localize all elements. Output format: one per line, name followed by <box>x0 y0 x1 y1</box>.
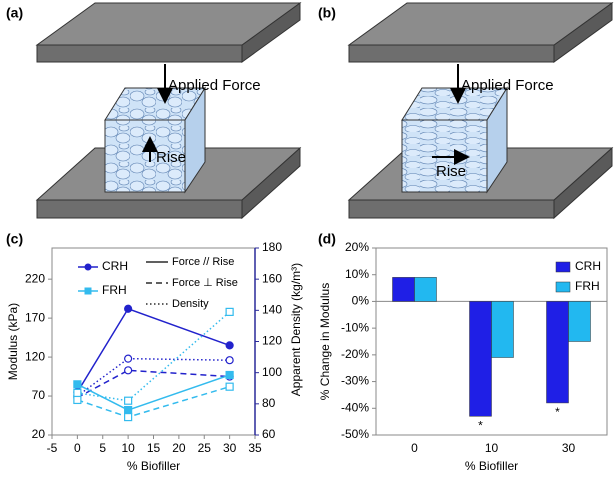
force-label: Applied Force <box>168 77 261 94</box>
y-tick-label: 220 <box>25 271 45 285</box>
legend-marker <box>84 287 92 295</box>
x-tick-label: 15 <box>147 441 161 455</box>
rise-label: Rise <box>436 163 466 180</box>
annotation: * <box>555 405 560 419</box>
x-tick-label: 30 <box>223 441 237 455</box>
x-tick-label: 0 <box>74 441 81 455</box>
annotation: * <box>478 418 483 432</box>
y-tick-label: 0% <box>352 294 370 308</box>
y2-tick-label: 80 <box>262 396 276 410</box>
point <box>124 412 133 422</box>
series-line <box>76 357 230 397</box>
x-tick-label: 35 <box>248 441 262 455</box>
y-tick-label: 20% <box>345 240 369 254</box>
y-tick-label: 10% <box>345 267 369 281</box>
y-tick-label: -20% <box>341 347 369 361</box>
y-tick-label: -50% <box>341 427 369 441</box>
bar <box>568 301 591 342</box>
bar <box>414 277 437 302</box>
panel-label: (a) <box>6 5 23 21</box>
x-tick-label: 25 <box>198 441 212 455</box>
point <box>73 395 82 405</box>
legend-swatch <box>555 281 571 293</box>
panel-b: (b) Applied Force Rise <box>318 2 614 220</box>
y2-tick-label: 120 <box>262 334 282 348</box>
force-label: Applied Force <box>461 77 554 94</box>
rise-label: Rise <box>156 149 186 166</box>
series-line <box>77 369 230 399</box>
point <box>225 307 234 316</box>
y-axis-label: Modulus (kPa) <box>6 303 20 380</box>
x-tick-label: 30 <box>562 441 576 455</box>
series-line <box>77 374 230 411</box>
point <box>225 356 234 365</box>
y2-tick-label: 60 <box>262 427 276 441</box>
y2-tick-label: 160 <box>262 271 282 285</box>
plot-frame <box>375 247 608 436</box>
legend-marker <box>84 263 92 271</box>
legend-label: Force // Rise <box>172 256 234 268</box>
bar <box>392 277 415 302</box>
y-axis-label: % Change in Modulus <box>318 283 332 400</box>
panel-a: (a) Applied Force Rise <box>6 2 302 220</box>
x-tick-label: 0 <box>411 441 418 455</box>
legend-swatch <box>555 261 571 273</box>
y-tick-label: 170 <box>25 310 45 324</box>
point <box>225 341 234 350</box>
x-tick-label: 10 <box>485 441 499 455</box>
y2-tick-label: 180 <box>262 240 282 254</box>
y-tick-label: -40% <box>341 400 369 414</box>
series-line <box>77 311 231 402</box>
x-axis-label: % Biofiller <box>465 459 518 473</box>
x-tick-label: 20 <box>172 441 186 455</box>
y2-tick-label: 140 <box>262 303 282 317</box>
legend-label: Density <box>172 298 209 310</box>
bar <box>546 301 569 404</box>
point <box>225 382 234 391</box>
y-tick-label: 20 <box>32 427 46 441</box>
point <box>73 380 82 389</box>
legend-label: Force ⊥ Rise <box>172 277 238 289</box>
legend-label: CRH <box>102 259 128 273</box>
point <box>124 405 133 415</box>
y-tick-label: -30% <box>341 374 369 388</box>
bar <box>469 301 492 417</box>
panel-label: (c) <box>6 231 23 247</box>
x-tick-label: -5 <box>47 441 58 455</box>
panel-label: (b) <box>318 5 336 21</box>
legend-label: FRH <box>102 283 127 297</box>
y2-tick-label: 100 <box>262 365 282 379</box>
y-tick-label: 120 <box>25 349 45 363</box>
x-tick-label: 10 <box>121 441 135 455</box>
y2-axis-label: Apparent Density (kg/m³) <box>289 263 303 396</box>
x-axis-label: % Biofiller <box>127 459 180 473</box>
point <box>124 396 133 405</box>
y-tick-label: 70 <box>32 388 46 402</box>
point <box>124 366 133 375</box>
legend-label: FRH <box>575 279 600 293</box>
point <box>225 370 234 380</box>
y-tick-label: -10% <box>341 320 369 334</box>
legend-label: CRH <box>575 259 601 273</box>
panel-label: (d) <box>318 231 336 247</box>
x-tick-label: 5 <box>99 441 106 455</box>
point <box>73 388 82 398</box>
bar <box>491 301 514 358</box>
point <box>124 304 133 313</box>
point <box>124 354 133 363</box>
